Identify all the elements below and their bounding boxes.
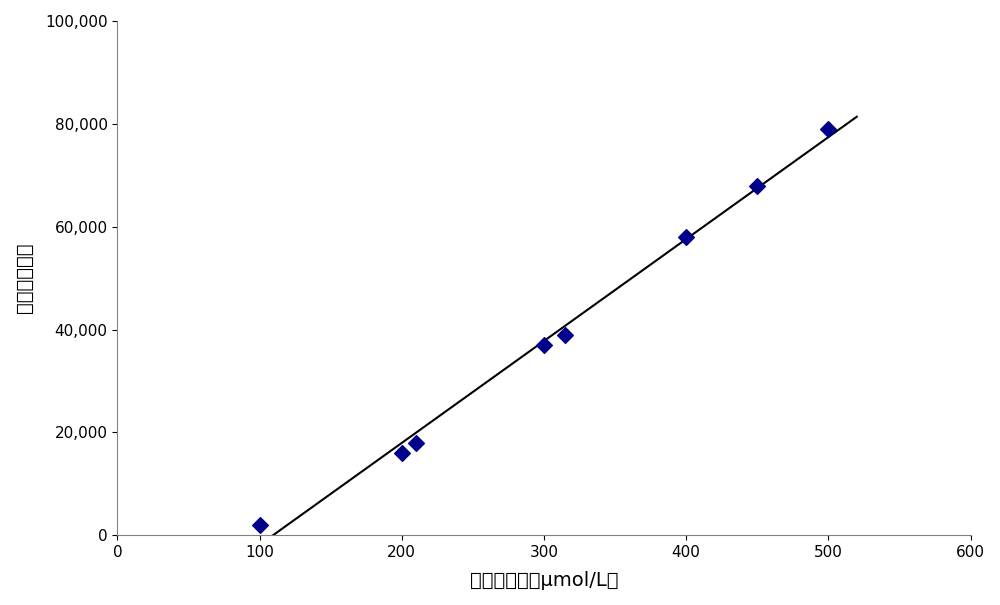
Point bbox=[820, 124, 836, 134]
Point bbox=[678, 232, 694, 242]
Point bbox=[394, 448, 410, 458]
Point bbox=[252, 520, 268, 530]
Point bbox=[536, 340, 552, 350]
Y-axis label: 荧光强度变化: 荧光强度变化 bbox=[15, 243, 34, 313]
Point bbox=[408, 438, 424, 448]
X-axis label: 丙溅磷浓度（μmol/L）: 丙溅磷浓度（μmol/L） bbox=[470, 571, 618, 590]
Point bbox=[749, 181, 765, 191]
Point bbox=[557, 330, 573, 339]
